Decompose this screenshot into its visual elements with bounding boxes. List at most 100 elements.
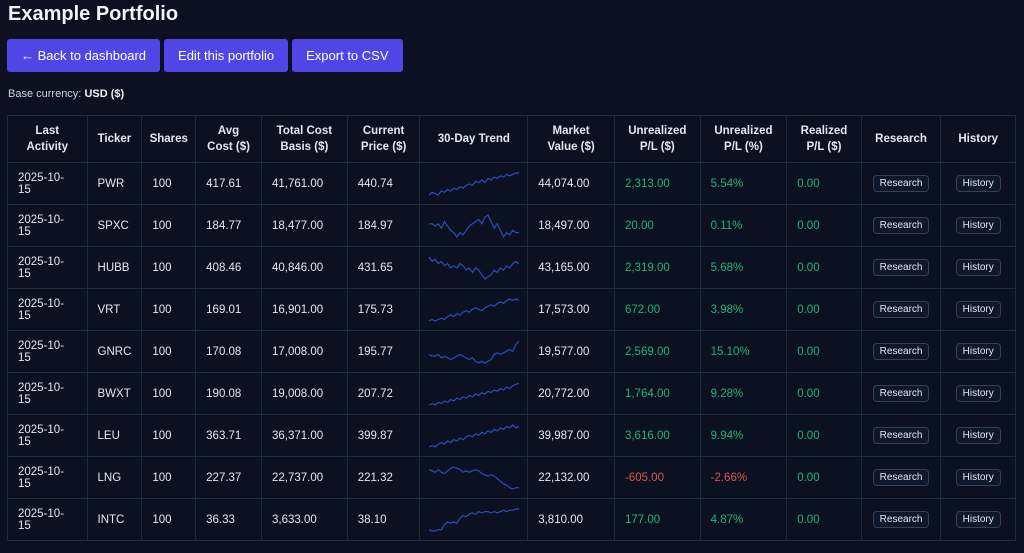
cell-basis: 3,633.00	[260, 498, 348, 541]
cell-rpl: 0.00	[786, 162, 862, 205]
export-csv-button[interactable]: Export to CSV	[292, 39, 403, 72]
history-button[interactable]: History	[955, 427, 1001, 444]
cell-basis: 16,901.00	[260, 288, 348, 331]
table-row: 2025-10-15 BWXT 100 190.08 19,008.00 207.72 20…	[7, 372, 1016, 415]
cell-mv: 44,074.00	[527, 162, 615, 205]
cell-basis: 18,477.00	[260, 204, 348, 247]
cell-date: 2025-10-15	[7, 498, 88, 541]
history-button[interactable]: History	[955, 343, 1001, 360]
sparkline-line	[428, 297, 520, 322]
column-header: Realized P/L ($)	[786, 115, 862, 163]
cell-rpl: 0.00	[786, 456, 862, 499]
cell-ticker: GNRC	[86, 330, 143, 373]
history-button[interactable]: History	[955, 259, 1001, 276]
cell-mv: 20,772.00	[527, 372, 615, 415]
sparkline-line	[428, 507, 519, 532]
cell-price: 195.77	[346, 330, 421, 373]
research-button[interactable]: Research	[872, 511, 930, 528]
cell-avg: 184.77	[195, 204, 262, 247]
cell-research: Research	[860, 456, 942, 499]
base-currency-value: USD ($)	[84, 88, 125, 100]
cell-uplp: 5.68%	[699, 246, 788, 289]
cell-uplp: 3.98%	[699, 288, 788, 331]
cell-uplp: 9.94%	[699, 414, 788, 457]
cell-research: Research	[860, 288, 942, 331]
cell-history: History	[940, 330, 1016, 373]
column-header: Last Activity	[7, 115, 88, 163]
holdings-table: Last Activity Ticker Shares Avg Cost ($) Total…	[7, 115, 1016, 541]
research-button[interactable]: Research	[872, 385, 930, 402]
cell-upl: 177.00	[613, 498, 701, 541]
back-to-dashboard-button[interactable]: ← Back to dashboard	[7, 39, 161, 72]
history-button[interactable]: History	[955, 469, 1001, 486]
cell-ticker: BWXT	[86, 372, 143, 415]
cell-price: 440.74	[346, 162, 421, 205]
cell-history: History	[940, 456, 1016, 499]
cell-ticker: LNG	[86, 456, 143, 499]
cell-uplp: -2.66%	[699, 456, 788, 499]
cell-history: History	[940, 288, 1016, 331]
cell-upl: 3,616.00	[613, 414, 701, 457]
research-button[interactable]: Research	[872, 175, 930, 192]
cell-avg: 408.46	[195, 246, 262, 289]
column-header: Unrealized P/L (%)	[699, 115, 788, 163]
table-row: 2025-10-15 LEU 100 363.71 36,371.00 399.87 39,…	[7, 414, 1016, 457]
cell-shares: 100	[141, 330, 197, 373]
sparkline-line	[428, 256, 520, 280]
cell-avg: 36.33	[195, 498, 262, 541]
cell-mv: 3,810.00	[527, 498, 615, 541]
cell-price: 431.65	[346, 246, 421, 289]
cell-upl: 672.00	[613, 288, 701, 331]
sparkline-line	[428, 381, 520, 406]
sparkline-line	[428, 465, 519, 490]
cell-uplp: 0.11%	[699, 204, 788, 247]
cell-upl: 1,764.00	[613, 372, 701, 415]
cell-shares: 100	[141, 456, 197, 499]
table-row: 2025-10-15 LNG 100 227.37 22,737.00 221.32 22,…	[7, 456, 1016, 499]
cell-shares: 100	[141, 204, 197, 247]
cell-mv: 19,577.00	[527, 330, 615, 373]
research-button[interactable]: Research	[872, 343, 930, 360]
research-button[interactable]: Research	[872, 217, 930, 234]
edit-portfolio-button[interactable]: Edit this portfolio	[164, 39, 289, 72]
cell-basis: 41,761.00	[260, 162, 348, 205]
history-button[interactable]: History	[955, 301, 1001, 318]
sparkline-line	[428, 171, 519, 196]
column-header: Ticker	[86, 115, 143, 163]
cell-rpl: 0.00	[786, 414, 862, 457]
cell-date: 2025-10-15	[7, 414, 88, 457]
cell-price: 221.32	[346, 456, 421, 499]
column-header: Current Price ($)	[346, 115, 421, 163]
sparkline-line	[428, 213, 519, 238]
cell-shares: 100	[141, 414, 197, 457]
research-button[interactable]: Research	[872, 301, 930, 318]
cell-avg: 227.37	[195, 456, 262, 499]
cell-mv: 43,165.00	[527, 246, 615, 289]
history-button[interactable]: History	[955, 385, 1001, 402]
history-button[interactable]: History	[955, 511, 1001, 528]
research-button[interactable]: Research	[872, 427, 930, 444]
cell-history: History	[940, 204, 1016, 247]
research-button[interactable]: Research	[872, 259, 930, 276]
research-button[interactable]: Research	[872, 469, 930, 486]
sparkline	[419, 204, 529, 247]
sparkline-line	[428, 340, 520, 364]
cell-price: 175.73	[346, 288, 421, 331]
page-title: Example Portfolio	[8, 3, 179, 25]
cell-basis: 19,008.00	[260, 372, 348, 415]
cell-ticker: VRT	[86, 288, 143, 331]
cell-history: History	[940, 162, 1016, 205]
cell-research: Research	[860, 246, 942, 289]
column-header: Shares	[141, 115, 197, 163]
cell-upl: 2,319.00	[613, 246, 701, 289]
column-header: 30-Day Trend	[419, 115, 529, 163]
history-button[interactable]: History	[955, 217, 1001, 234]
cell-date: 2025-10-15	[7, 246, 88, 289]
cell-uplp: 9.28%	[699, 372, 788, 415]
cell-research: Research	[860, 414, 942, 457]
cell-rpl: 0.00	[786, 372, 862, 415]
cell-shares: 100	[141, 288, 197, 331]
sparkline-chart	[428, 381, 520, 406]
history-button[interactable]: History	[955, 175, 1001, 192]
cell-date: 2025-10-15	[7, 330, 88, 373]
